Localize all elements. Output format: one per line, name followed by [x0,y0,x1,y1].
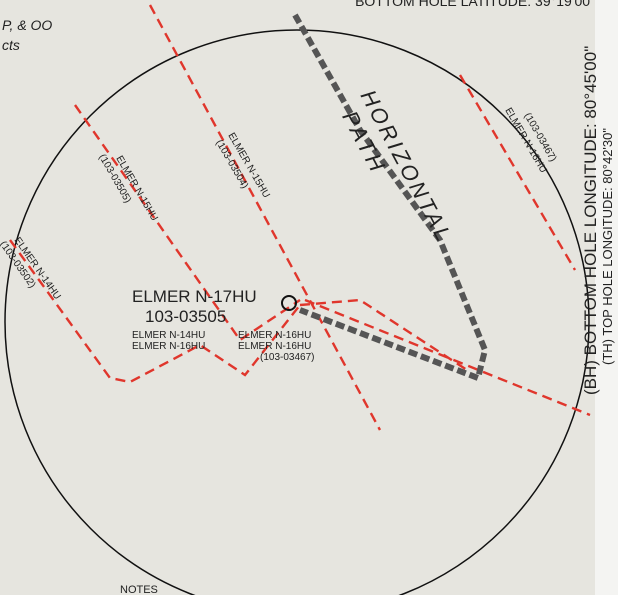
pad-label: ELMER N-16HU [132,341,205,352]
well-symbol [281,295,297,311]
pad-label: ELMER N-14HU [132,330,205,341]
top-label: BOTTOM HOLE LATITUDE: 39°19'00" [355,0,595,9]
lease-lines [9,4,591,431]
well-label: ELMER N-15HU (103-03505) [96,152,159,223]
boundary-circle [4,29,590,595]
notes: NOTES [120,584,158,595]
horizontal-path [292,13,489,383]
pad-label: ELMER N-16HU [238,341,311,352]
lease-line [148,4,382,431]
fragment: cts [2,37,20,53]
bh-longitude: (BH) BOTTOM HOLE LONGITUDE: 80°45'00" [581,46,600,395]
th-longitude: (TH) TOP HOLE LONGITUDE: 80°42'30" [600,128,615,365]
pad-name: ELMER N-17HU [132,287,257,306]
path-label: HORIZONTAL PATH [337,86,457,248]
fragment: P, & OO [2,17,52,33]
lease-line [458,74,577,271]
pad-label: (103-03467) [260,352,314,363]
well-label: ELMER N-15HU (103-03504) [213,131,271,200]
lease-line [9,239,301,384]
pad-api: 103-03505 [145,307,226,326]
lease-line [299,298,471,374]
pad-label: ELMER N-16HU [238,330,311,341]
edge [595,0,618,595]
